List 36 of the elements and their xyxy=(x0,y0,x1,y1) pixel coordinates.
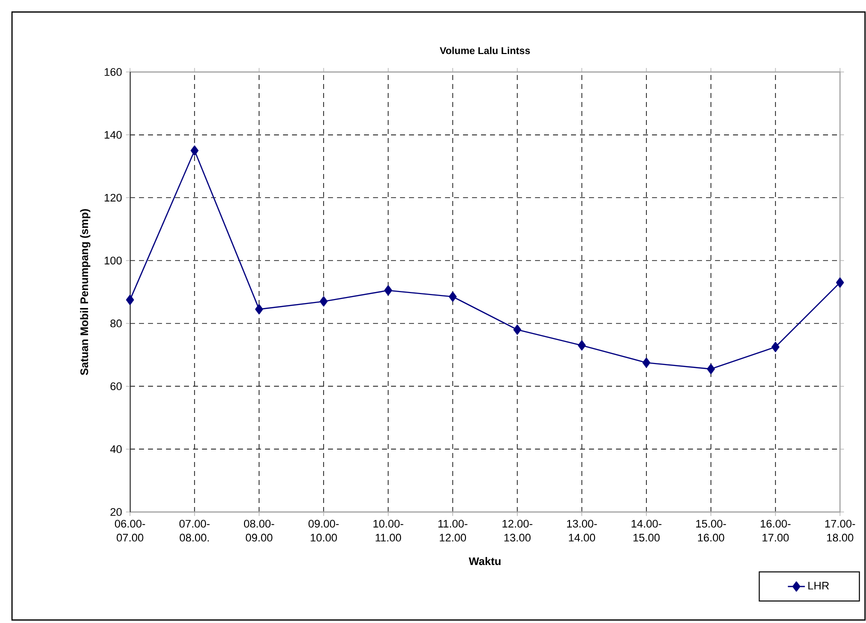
y-tick-label: 60 xyxy=(110,382,122,390)
point xyxy=(384,285,392,296)
y-tick-label: 140 xyxy=(104,130,122,139)
point xyxy=(771,342,780,352)
x-tick-label: 07.00- 08.00. xyxy=(179,520,210,542)
x-tick-label: 13.00- 14.00 xyxy=(567,520,597,542)
x-tick-label: 08.00- 09.00 xyxy=(244,520,274,542)
point xyxy=(642,358,650,368)
point xyxy=(513,324,522,335)
x-tick-label: 09.00- 10.00 xyxy=(308,520,339,542)
point xyxy=(255,304,264,314)
y-tick-label: 160 xyxy=(104,68,122,76)
x-tick-label: 14.00- 15.00 xyxy=(632,520,662,542)
x-tick-label: 11.00- 12.00 xyxy=(438,520,468,542)
point xyxy=(190,145,199,156)
chart-title: Volume Lalu Lintss xyxy=(440,46,530,54)
x-tick-label: 10.00- 11.00 xyxy=(373,520,404,542)
y-tick-label: 120 xyxy=(104,194,122,202)
x-tick-label: 15.00- 16.00 xyxy=(696,520,726,542)
point xyxy=(578,340,586,351)
y-tick-label: 40 xyxy=(110,445,122,454)
x-tick-label: 17.00- 18.00 xyxy=(825,520,856,542)
point xyxy=(126,294,134,305)
x-tick-label: 16.00- 17.00 xyxy=(760,520,791,542)
y-tick-label: 80 xyxy=(110,320,122,328)
point xyxy=(448,292,457,302)
y-tick-label: 100 xyxy=(104,256,122,264)
x-tick-label: 12.00- 13.00 xyxy=(502,520,532,542)
y-tick-label: 20 xyxy=(110,508,122,516)
legend-label: LHR xyxy=(808,582,829,590)
point xyxy=(836,277,844,288)
point xyxy=(320,296,328,307)
x-tick-label: 06.00- 07.00 xyxy=(114,520,146,542)
point xyxy=(706,364,715,374)
x-axis-title: Waktu xyxy=(468,557,501,566)
y-axis-title: Satuan Mobil Penumpang (smp) xyxy=(80,209,90,376)
